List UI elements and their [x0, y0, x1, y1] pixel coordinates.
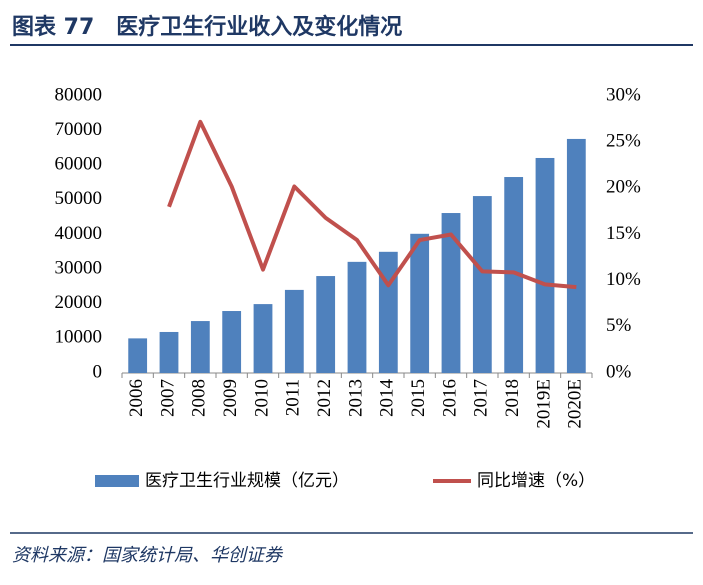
y2-tick-label: 5%	[606, 315, 632, 336]
bar	[284, 289, 304, 373]
legend-label: 医疗卫生行业规模（亿元）	[145, 471, 349, 491]
y-tick-label: 30000	[55, 257, 103, 278]
y-tick-label: 80000	[55, 84, 103, 105]
chart-title: 图表 77 医疗卫生行业收入及变化情况	[12, 14, 402, 40]
y2-tick-label: 10%	[606, 269, 641, 290]
bar	[159, 331, 179, 373]
y2-tick-label: 30%	[606, 84, 641, 105]
y-tick-label: 20000	[55, 292, 103, 313]
legend-swatch	[95, 475, 139, 487]
y2-tick-label: 25%	[606, 131, 641, 152]
bar	[190, 321, 210, 373]
x-tick-label: 2018	[502, 379, 523, 417]
x-tick-label: 2014	[377, 379, 398, 418]
x-tick-label: 2015	[408, 379, 429, 417]
x-tick-label: 2006	[126, 379, 147, 417]
bar	[347, 261, 367, 373]
bar	[566, 138, 586, 373]
x-tick-label: 2020E	[565, 379, 586, 429]
x-tick-label: 2008	[189, 379, 210, 417]
x-tick-label: 2013	[345, 379, 366, 417]
bar	[128, 338, 148, 373]
x-tick-label: 2007	[157, 379, 178, 417]
y-tick-label: 10000	[55, 327, 103, 348]
x-tick-label: 2019E	[533, 379, 554, 429]
y2-tick-label: 15%	[606, 223, 641, 244]
y2-tick-label: 0%	[606, 361, 632, 382]
bar	[222, 311, 242, 373]
x-tick-label: 2012	[314, 379, 335, 417]
bar	[441, 213, 461, 373]
bar	[316, 276, 336, 373]
line	[167, 119, 577, 290]
bar	[253, 304, 273, 373]
bar	[472, 196, 492, 373]
x-tick-label: 2009	[220, 379, 241, 417]
y-tick-label: 40000	[55, 223, 103, 244]
x-tick-label: 2016	[439, 379, 460, 417]
x-tick-label: 2011	[283, 379, 304, 416]
y-tick-label: 0	[93, 361, 103, 382]
legend-label: 同比增速（%）	[477, 471, 595, 491]
x-tick-label: 2010	[251, 379, 272, 417]
y2-tick-label: 20%	[606, 177, 641, 198]
bar	[410, 233, 430, 373]
bar	[378, 251, 398, 373]
bar	[535, 157, 555, 373]
y-tick-label: 50000	[55, 188, 103, 209]
x-tick-label: 2017	[471, 379, 492, 417]
source-note: 资料来源：国家统计局、华创证券	[12, 545, 284, 566]
y-tick-label: 70000	[55, 119, 103, 140]
bar	[504, 177, 524, 373]
y-tick-label: 60000	[55, 154, 103, 175]
